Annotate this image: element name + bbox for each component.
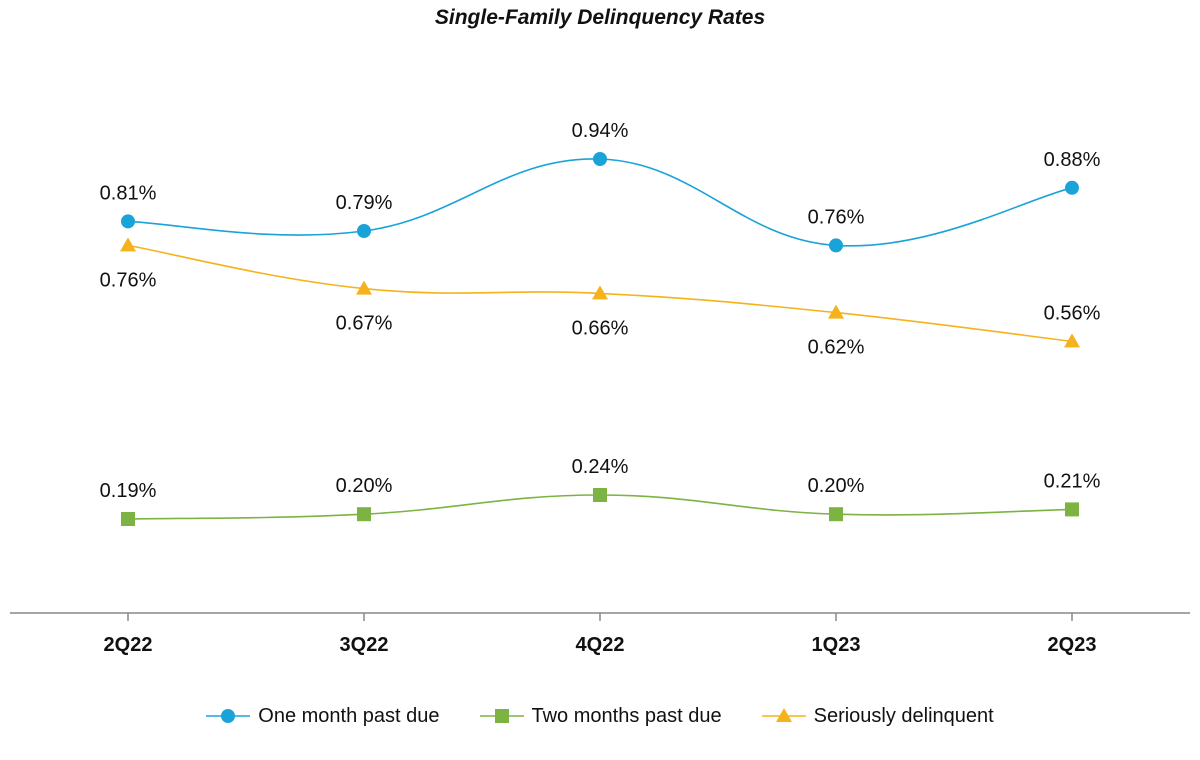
- data-point: [829, 507, 843, 522]
- data-point: [356, 280, 372, 295]
- x-tick-label: 4Q22: [576, 634, 625, 656]
- legend-label: Seriously delinquent: [813, 704, 994, 727]
- legend-swatch: [206, 709, 251, 723]
- series-seriously-delinquent: 0.76% 0.67% 0.66% 0.62% 0.56%: [100, 237, 1101, 359]
- data-point: [357, 507, 371, 522]
- data-point: [593, 152, 607, 166]
- data-label: 0.66%: [572, 317, 629, 339]
- legend: One month past due Two months past due Ser…: [0, 704, 1200, 728]
- x-tick-label: 2Q22: [104, 634, 153, 656]
- data-label: 0.76%: [808, 206, 865, 228]
- data-point: [1064, 333, 1080, 348]
- data-label: 0.20%: [336, 475, 393, 497]
- data-point: [592, 285, 608, 300]
- data-point: [121, 512, 135, 526]
- data-label: 0.62%: [808, 337, 865, 359]
- legend-item: One month past due: [206, 704, 440, 728]
- data-label: 0.81%: [100, 182, 157, 204]
- series-one-month-past-due: 0.81% 0.79% 0.94% 0.76% 0.88%: [100, 120, 1101, 253]
- legend-marker: [221, 709, 236, 723]
- series-line: [127, 158, 1073, 247]
- data-label: 0.20%: [808, 475, 865, 497]
- data-label: 0.88%: [1044, 149, 1101, 171]
- x-tick-label: 2Q23: [1048, 634, 1097, 656]
- data-point: [593, 488, 607, 502]
- data-point: [120, 237, 136, 252]
- legend-item: Seriously delinquent: [761, 704, 994, 728]
- data-label: 0.56%: [1044, 302, 1101, 324]
- legend-swatch: [761, 708, 806, 722]
- data-point: [1065, 180, 1079, 195]
- legend-label: One month past due: [258, 704, 440, 727]
- data-point: [357, 224, 371, 238]
- data-point: [828, 304, 844, 319]
- x-tick-label: 3Q22: [340, 634, 389, 656]
- data-label: 0.21%: [1044, 470, 1101, 492]
- chart-title: Single-Family Delinquency Rates: [434, 6, 766, 29]
- legend-marker: [775, 708, 792, 722]
- line-chart: 2Q22 3Q22 4Q22 1Q23 2Q23 0.81% 0.79% 0.94% 0.76%…: [10, 120, 1190, 656]
- legend-swatch: [479, 709, 524, 723]
- data-point: [121, 214, 135, 229]
- series-two-months-past-due: 0.19% 0.20% 0.24% 0.20% 0.21%: [100, 456, 1101, 526]
- data-label: 0.76%: [100, 269, 157, 291]
- data-label: 0.67%: [336, 313, 393, 335]
- data-point: [829, 238, 843, 253]
- legend-label: Two months past due: [531, 704, 722, 727]
- legend-item: Two months past due: [479, 704, 722, 728]
- legend-marker: [494, 709, 509, 723]
- data-label: 0.19%: [100, 480, 157, 502]
- data-point: [1065, 502, 1079, 517]
- x-tick-label: 1Q23: [812, 634, 861, 656]
- data-label: 0.94%: [572, 120, 629, 142]
- data-label: 0.24%: [572, 456, 629, 478]
- data-label: 0.79%: [336, 192, 393, 214]
